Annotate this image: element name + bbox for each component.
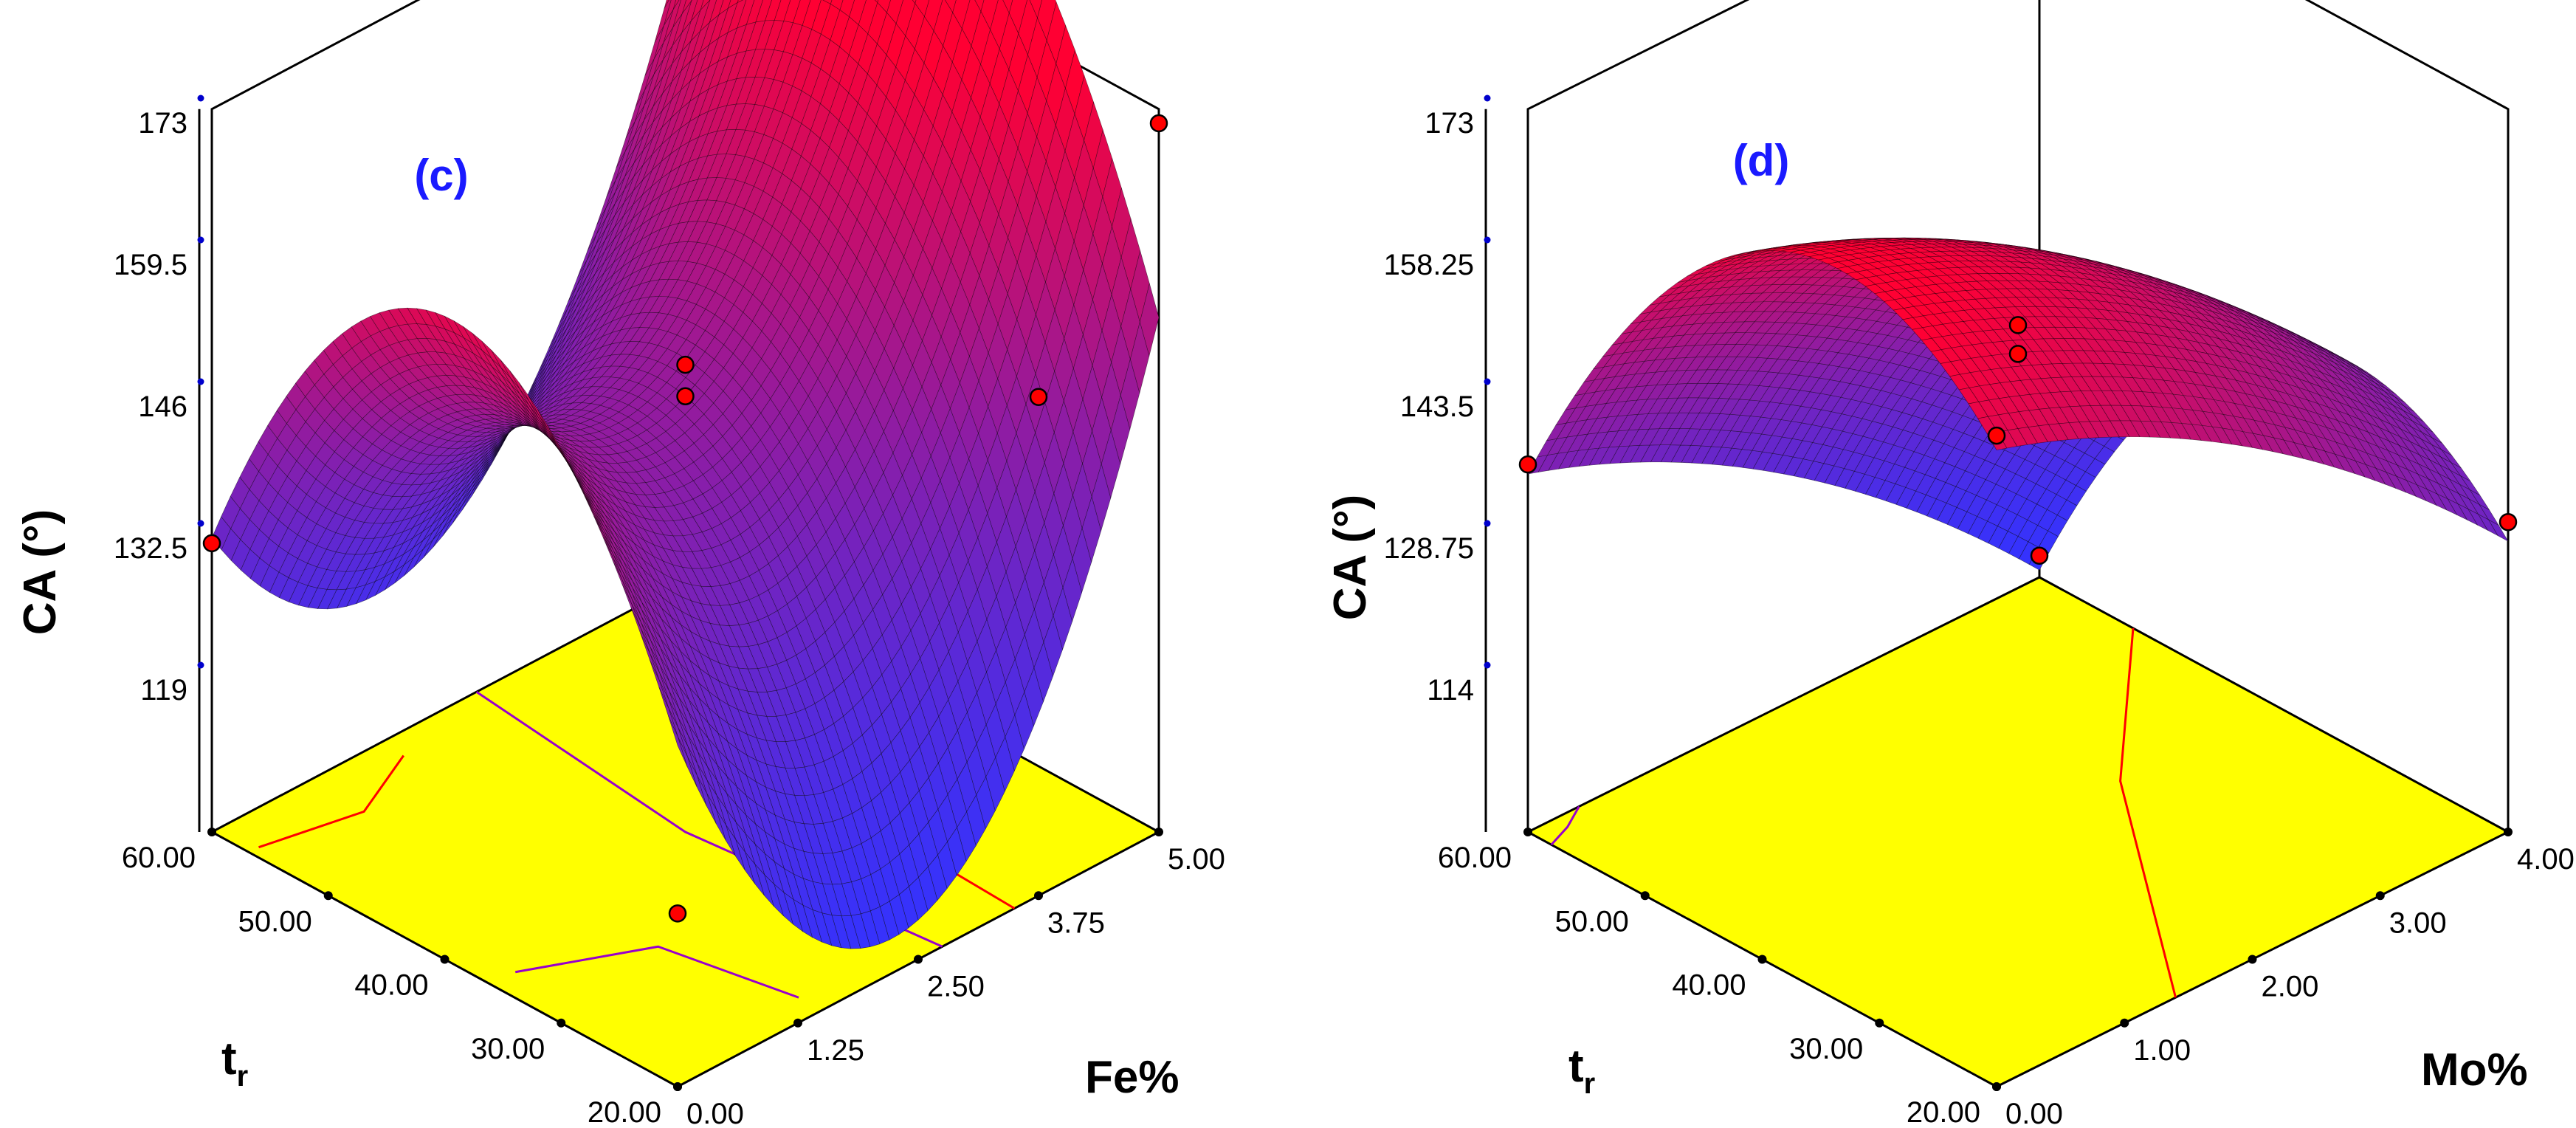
design-point [2008, 345, 2028, 363]
z-tick-label: 143.5 [1400, 391, 1474, 423]
x-tick-label: 0.00 [2005, 1098, 2063, 1128]
z-tick-label: 146 [138, 391, 187, 423]
x-tick-label: 4.00 [2517, 843, 2575, 876]
design-point [2008, 316, 2028, 334]
y-tick-mark [1523, 828, 1532, 836]
y-tick-label: 60.00 [122, 842, 196, 874]
x-tick-mark [793, 1018, 802, 1028]
y-tick-mark [1640, 891, 1650, 901]
surface-plot-c: 119 132.5 146 159.5 173 0.00 1.25 2.50 3.75 5.00 2… [15, 0, 1225, 1128]
design-point [1518, 455, 1537, 474]
design-point [668, 904, 687, 923]
design-point [1987, 426, 2006, 445]
y-tick-label: 40.00 [354, 969, 428, 1002]
x-tick-mark [914, 955, 923, 964]
y-tick-label: 20.00 [1907, 1096, 1980, 1128]
z-tick-dot [197, 520, 204, 527]
x-tick-label: 3.75 [1047, 907, 1105, 939]
z-tick-dot [197, 661, 204, 669]
x-tick-mark [1154, 828, 1163, 836]
z-tick-label: 158.25 [1384, 249, 1474, 281]
y-tick-mark [207, 828, 216, 836]
y-axis-title: tr [1568, 1041, 1595, 1100]
z-tick-label: 114 [1427, 674, 1474, 706]
x-tick-label: 1.00 [2133, 1034, 2191, 1067]
surface-plot-d: 114 128.75 143.5 158.25 173 0.00 1.00 2.00 3.00 4… [1325, 0, 2575, 1128]
y-tick-mark [440, 955, 450, 964]
floor-plane [1525, 576, 2511, 1088]
y-tick-label: 50.00 [238, 905, 312, 938]
floor-contour-line [258, 754, 404, 849]
z-tick-dot [1484, 520, 1491, 527]
x-tick-label: 1.25 [807, 1034, 864, 1067]
response-surface [1527, 237, 2509, 571]
x-axis-title: Fe% [1085, 1052, 1179, 1103]
back-frame [1526, 0, 2510, 832]
y-tick-label: 40.00 [1672, 969, 1746, 1002]
x-tick-label: 0.00 [686, 1098, 744, 1128]
z-tick-label: 159.5 [114, 249, 187, 281]
z-tick-dot [197, 236, 204, 244]
design-points [202, 114, 1168, 923]
y-tick-label: 30.00 [1789, 1033, 1863, 1065]
x-axis-title: Mo% [2421, 1045, 2528, 1096]
design-point [676, 355, 695, 374]
y-tick-mark [1992, 1082, 2001, 1091]
panel-label: (c) [414, 151, 468, 200]
design-point [2030, 546, 2049, 565]
y-tick-label: 20.00 [588, 1096, 661, 1128]
x-tick-mark [2375, 891, 2385, 901]
z-tick-dot [197, 378, 204, 385]
z-tick-dot [1484, 236, 1491, 244]
panel-label: (d) [1733, 136, 1790, 185]
design-point [1149, 114, 1168, 133]
z-tick-label: 128.75 [1384, 532, 1474, 565]
x-tick-mark [2504, 828, 2513, 836]
x-tick-label: 2.00 [2262, 971, 2319, 1003]
response-surface [211, 0, 1160, 949]
y-tick-mark [557, 1018, 566, 1028]
z-tick-dot [1484, 661, 1491, 669]
floor-contour-line [2119, 627, 2177, 998]
design-point [676, 387, 695, 406]
y-tick-label: 50.00 [1555, 905, 1629, 938]
z-axis-title: CA (°) [1325, 495, 1376, 621]
z-axis-title: CA (°) [15, 509, 66, 636]
z-tick-label: 173 [1425, 107, 1474, 140]
z-tick-label: 119 [140, 674, 187, 706]
y-tick-mark [1757, 955, 1767, 964]
design-point [1029, 388, 1048, 406]
y-tick-mark [323, 891, 333, 901]
z-tick-dot [1484, 94, 1491, 102]
floor-contour-line [514, 945, 799, 999]
y-tick-label: 60.00 [1438, 842, 1512, 874]
y-tick-mark [1875, 1018, 1884, 1028]
design-point [2498, 512, 2518, 532]
y-tick-mark [673, 1082, 682, 1091]
y-tick-label: 30.00 [471, 1033, 545, 1065]
z-tick-dot [1484, 378, 1491, 385]
floor-contour-line [1550, 805, 1580, 846]
x-tick-mark [1034, 891, 1043, 901]
x-tick-mark [2248, 955, 2257, 964]
design-point [202, 534, 221, 553]
x-tick-label: 3.00 [2389, 907, 2447, 939]
back-frame [210, 0, 1160, 832]
z-tick-dot [197, 94, 204, 102]
z-tick-label: 132.5 [114, 532, 187, 565]
x-tick-label: 5.00 [1168, 843, 1225, 876]
z-tick-label: 173 [138, 107, 187, 140]
x-tick-label: 2.50 [927, 971, 985, 1003]
x-tick-mark [2120, 1018, 2129, 1028]
floor-contours [1550, 627, 2177, 998]
y-axis-title: tr [221, 1034, 248, 1093]
design-points [1518, 316, 2518, 565]
